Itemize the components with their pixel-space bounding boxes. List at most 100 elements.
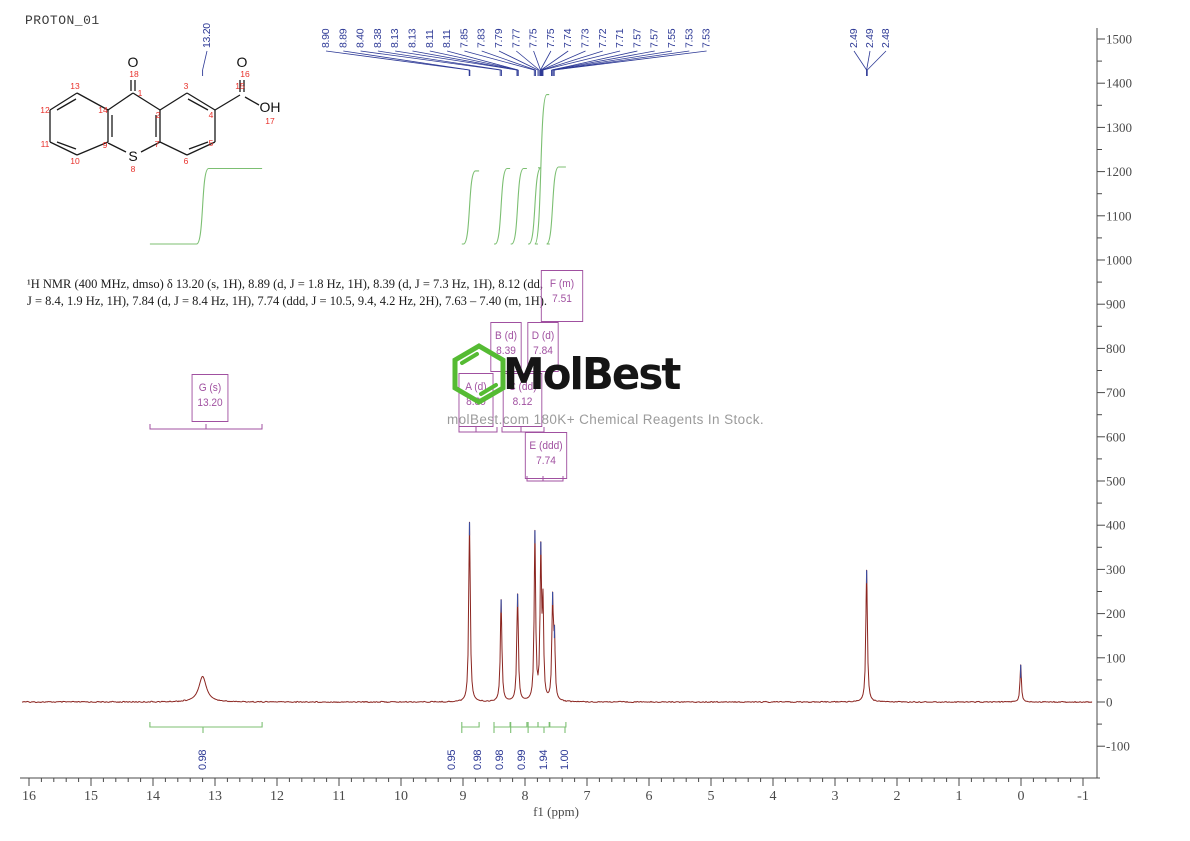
assignment-shift: 13.20 — [197, 397, 223, 409]
peak-shift-label: 7.75 — [545, 28, 557, 48]
y-tick-label: 1100 — [1106, 208, 1132, 223]
integral-bracket — [549, 722, 567, 733]
assignment-box-E: E (ddd) 7.74 — [524, 432, 568, 479]
peak-leader-line — [446, 50, 519, 71]
peak-leader-line — [516, 50, 540, 71]
integral-value-label: 0.95 — [446, 750, 458, 770]
peak-leader-line — [853, 50, 867, 71]
atom-number-label: 1 — [138, 88, 143, 98]
peak-shift-label: 7.83 — [476, 28, 488, 48]
y-tick-label: 600 — [1106, 429, 1126, 444]
molecule-bonds — [49, 80, 260, 156]
peak-shift-label: 8.13 — [389, 28, 401, 48]
assignment-label: B (d) — [495, 330, 517, 342]
x-tick-label: 9 — [460, 789, 467, 804]
experiment-title: PROTON_01 — [25, 13, 100, 28]
multiplet-bracket — [526, 476, 564, 482]
peak-shift-label: 7.55 — [666, 28, 678, 48]
peak-leader-line — [343, 50, 470, 71]
y-tick-label: 300 — [1106, 562, 1126, 577]
peak-shift-label: 8.11 — [424, 29, 436, 48]
peak-shift-label: 7.57 — [649, 28, 661, 48]
peak-shift-label: 7.73 — [580, 28, 592, 48]
peak-leader-line — [360, 50, 501, 71]
atom-number-label: 2 — [156, 110, 161, 120]
peak-shift-label: 2.49 — [848, 28, 860, 48]
peak-shift-label: 8.11 — [441, 29, 453, 48]
y-tick-label: 900 — [1106, 297, 1126, 312]
x-tick-label: 11 — [332, 789, 345, 804]
molbest-hexagon-icon — [452, 343, 506, 405]
peak-shift-label: 8.89 — [337, 28, 349, 48]
atom-number-label: 14 — [98, 105, 108, 115]
peak-leader-line — [554, 50, 690, 71]
multiplet-bracket — [149, 424, 263, 430]
integral-brackets: 0.98 0.95 0.98 0.98 0.99 1.94 1.00 — [149, 722, 571, 770]
y-tick-label: 700 — [1106, 385, 1126, 400]
assignment-label: C (dd) — [508, 381, 537, 393]
integral-bracket — [510, 722, 528, 733]
peak-leader-line — [481, 50, 536, 71]
integral-value-label: 1.94 — [538, 750, 550, 770]
assignment-label: A (d) — [465, 381, 487, 393]
integral-value-label: 0.99 — [516, 750, 528, 770]
peak-shift-label: 2.48 — [880, 28, 892, 48]
assignment-box-D: D (d) 7.84 — [527, 322, 559, 372]
atom-label: O — [237, 54, 248, 70]
x-tick-label: 12 — [270, 789, 284, 804]
peak-shift-label: 7.74 — [562, 28, 574, 48]
molbest-logo-text: MolBest — [503, 349, 681, 400]
x-tick-label: 4 — [770, 789, 777, 804]
integral-curve — [461, 170, 480, 245]
peak-leader-line — [325, 50, 470, 71]
assignment-shift: 7.74 — [536, 455, 556, 467]
x-tick-label: 7 — [584, 789, 591, 804]
y-tick-label: 400 — [1106, 518, 1126, 533]
integral-curve — [528, 167, 542, 245]
atom-number-label: 11 — [41, 139, 50, 149]
assignment-box-G: G (s) 13.20 — [191, 374, 229, 422]
peak-leader-line — [551, 50, 638, 71]
assignment-label: G (s) — [198, 382, 222, 394]
x-tick-label: 0 — [1018, 789, 1025, 804]
y-tick-label: 100 — [1106, 650, 1126, 665]
peak-shift-label: 2.49 — [864, 28, 876, 48]
y-tick-label: 1500 — [1106, 32, 1132, 47]
atom-number-label: 9 — [103, 140, 108, 150]
integral-curve — [546, 166, 566, 245]
multiplet-bracket — [458, 427, 498, 433]
atom-number-label: 12 — [40, 105, 50, 115]
x-tick-label: 14 — [146, 789, 160, 804]
integral-bracket — [461, 722, 480, 733]
assignment-shift: 7.84 — [533, 345, 553, 357]
peak-shift-label: 8.40 — [355, 28, 367, 48]
x-tick-label: 13 — [208, 789, 222, 804]
nmr-trace — [21, 521, 1093, 703]
nmr-text-line1: ¹H NMR (400 MHz, dmso) δ 13.20 (s, 1H), … — [27, 277, 544, 291]
atom-number-label: 8 — [131, 164, 136, 174]
x-tick-label: 8 — [522, 789, 529, 804]
x-axis-title: f1 (ppm) — [533, 804, 579, 819]
peak-leader-line — [552, 50, 673, 71]
integral-bracket — [149, 722, 263, 733]
assignment-label: E (ddd) — [529, 440, 563, 452]
y-tick-label: 800 — [1106, 341, 1126, 356]
peak-shift-label: 7.77 — [510, 28, 522, 48]
peak-shift-label: 8.90 — [320, 28, 332, 48]
y-tick-label: 500 — [1106, 474, 1126, 489]
molbest-tagline: molBest.com 180K+ Chemical Reagents In S… — [447, 412, 765, 427]
x-tick-label: 1 — [956, 789, 963, 804]
atom-label: O — [128, 54, 139, 70]
assignment-box-B: B (d) 8.39 — [490, 322, 522, 372]
peak-shift-label: 7.71 — [614, 28, 626, 48]
x-tick-label: 3 — [832, 789, 839, 804]
peak-leader-line — [464, 50, 535, 71]
integral-curve — [534, 94, 550, 245]
peak-shift-label: 8.13 — [407, 28, 419, 48]
atom-number-label: 5 — [209, 138, 214, 148]
integral-value-label: 0.98 — [197, 750, 209, 770]
x-tick-label: 2 — [894, 789, 901, 804]
x-tick-label: 5 — [708, 789, 715, 804]
